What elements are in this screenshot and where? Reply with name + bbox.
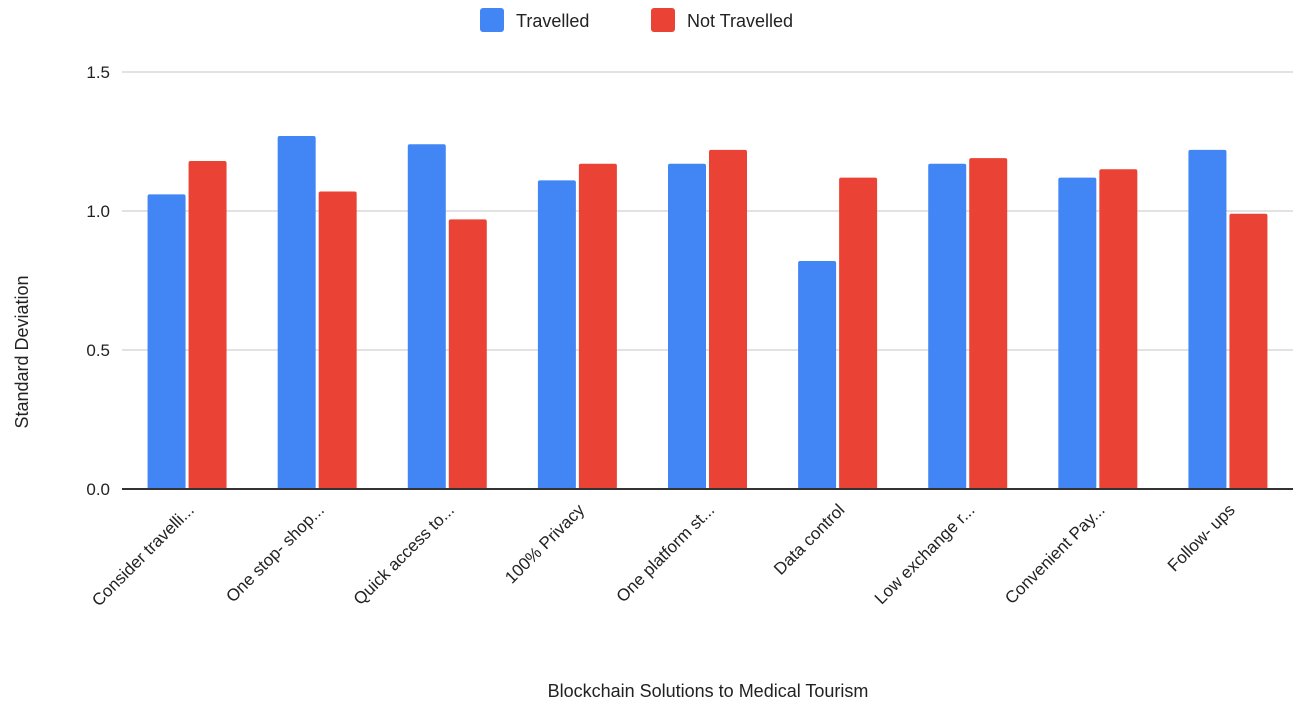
bar-travelled (1058, 177, 1097, 489)
legend: Travelled Not Travelled (480, 8, 793, 32)
x-tick-label: Data control (770, 500, 848, 578)
bar-travelled (668, 163, 706, 490)
bar-travelled (147, 194, 186, 489)
x-tick-label: Follow- ups (1164, 500, 1239, 575)
legend-swatch (480, 8, 504, 32)
bar-travelled (798, 261, 837, 489)
legend-label: Travelled (516, 11, 589, 31)
bar-travelled (928, 163, 967, 490)
bar-not-travelled (1099, 169, 1138, 490)
gridlines (122, 71, 1293, 351)
bar-not-travelled (839, 177, 878, 489)
y-tick-label: 1.0 (86, 202, 110, 221)
bar-not-travelled (969, 158, 1008, 489)
bar-not-travelled (709, 149, 747, 489)
bars (147, 135, 1268, 490)
legend-label: Not Travelled (687, 11, 793, 31)
x-tick-label: One platform st... (613, 500, 719, 606)
legend-swatch (651, 8, 675, 32)
y-axis-title: Standard Deviation (12, 275, 32, 428)
bar-travelled (537, 180, 576, 490)
bar-not-travelled (188, 160, 227, 489)
x-tick-label: Quick access to... (350, 500, 458, 608)
x-tick-label: One stop- shop... (222, 500, 328, 606)
bar-not-travelled (318, 191, 357, 490)
x-tick-label: Convenient Pay... (1001, 500, 1108, 607)
bar-travelled (277, 135, 316, 489)
x-tick-label: 100% Privacy (501, 500, 588, 587)
bar-travelled (407, 144, 446, 489)
x-axis-title: Blockchain Solutions to Medical Tourism (548, 681, 869, 701)
y-tick-label: 0.0 (86, 480, 110, 499)
y-tick-label: 0.5 (86, 341, 110, 360)
x-tick-label: Low exchange r... (871, 500, 979, 608)
bar-not-travelled (578, 163, 617, 490)
bar-not-travelled (448, 219, 487, 489)
bar-not-travelled (1229, 213, 1268, 489)
y-tick-label: 1.5 (86, 63, 110, 82)
x-tick-label: Consider travelli... (88, 500, 198, 610)
bar-travelled (1188, 149, 1227, 489)
